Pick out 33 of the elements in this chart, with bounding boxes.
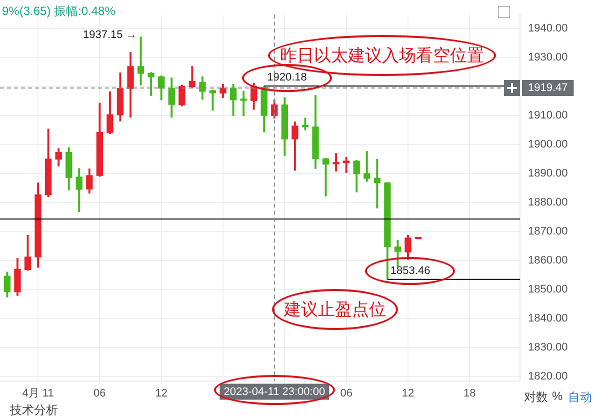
ref-line-label: 1920.18 xyxy=(267,72,307,84)
annotation: 昨日以太建议入场看空位置 xyxy=(280,45,484,67)
x-tick-label: 06 xyxy=(94,387,106,400)
text: 对数 xyxy=(524,388,548,406)
y-tick-label: 1940.00 xyxy=(528,22,568,35)
annotation: 9%(3.65) 振幅:0.48% xyxy=(2,3,116,20)
ref-line-label: 2023-04-11 23:00:00 xyxy=(224,386,326,398)
y-tick-label: 1820.00 xyxy=(528,370,568,382)
annotation: 建议止盈点位 xyxy=(284,299,386,321)
y-tick-label: 1930.00 xyxy=(528,52,568,64)
text: 自动 xyxy=(568,388,592,406)
y-tick-label: 1840.00 xyxy=(528,312,568,324)
annotation: 1937.15 → xyxy=(82,28,137,41)
x-tick-label: 12 xyxy=(155,387,168,400)
x-tick-label: 18 xyxy=(464,387,476,400)
x-tick-label: 4月 11 xyxy=(22,387,54,400)
x-tick-label: 06 xyxy=(340,387,352,400)
text: % xyxy=(552,388,563,403)
candlestick xyxy=(414,236,422,240)
y-tick-label: 1900.00 xyxy=(528,138,568,151)
y-tick-label: 1860.00 xyxy=(528,254,568,267)
y-tick-label: 1830.00 xyxy=(528,341,568,354)
y-tick-label: 1890.00 xyxy=(528,168,568,180)
ref-line-label: 1919.47 xyxy=(528,82,568,94)
y-tick-label: 1910.00 xyxy=(528,110,568,122)
x-tick-label: 12 xyxy=(402,387,414,400)
text: 技术分析 xyxy=(10,402,58,417)
candlestick xyxy=(374,158,380,208)
candlestick xyxy=(240,91,247,116)
y-tick-label: 1870.00 xyxy=(528,226,568,238)
ref-line-label: 1853.46 xyxy=(390,264,430,277)
y-tick-label: 1850.00 xyxy=(528,284,568,296)
y-tick-label: 1880.00 xyxy=(528,196,568,209)
